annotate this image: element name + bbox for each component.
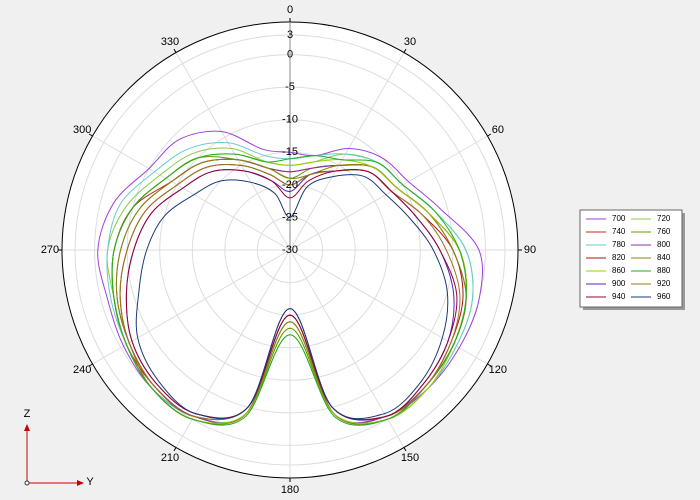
legend-label: 740 [612,227,626,236]
legend-label: 940 [612,292,626,301]
angle-tick [173,447,177,452]
angle-tick-label: 90 [524,244,536,256]
origin [24,480,30,486]
legend-label: 860 [612,266,626,275]
series-line [125,169,458,421]
angle-tick [487,363,492,367]
spoke [289,249,488,365]
legend-label: 780 [612,240,626,249]
legend-label: 900 [612,279,626,288]
r-tick-label: -25 [282,211,298,223]
legend-label: 880 [657,266,671,275]
series-line [111,153,467,426]
legend-label: 760 [657,227,671,236]
axis-indicator: Z Y [24,408,95,488]
legend-label: 960 [657,292,671,301]
spoke [175,52,291,251]
r-tick-label: -15 [282,146,298,158]
series-line [135,174,449,420]
legend-label: 700 [612,214,626,223]
angle-tick [173,48,177,53]
spoke [175,249,291,448]
spoke [92,135,291,251]
legend-label: 820 [612,253,626,262]
angle-tick-label: 300 [73,124,91,136]
legend-label: 720 [657,214,671,223]
angle-tick-label: 30 [404,36,416,48]
legend-label: 920 [657,279,671,288]
angle-tick-label: 210 [161,452,179,464]
r-tick-label: -30 [282,244,298,256]
angle-tick-label: 0 [287,4,293,16]
y-arrow-head [77,480,84,486]
r-tick-label: 3 [287,29,293,41]
z-arrow-head [24,424,30,431]
angle-tick [88,363,93,367]
spoke [289,249,405,448]
angle-tick-label: 150 [401,452,419,464]
spoke [92,249,291,365]
angle-tick-label: 270 [41,244,59,256]
spoke [289,52,405,251]
r-tick-label: -10 [282,114,298,126]
r-tick-label: -20 [282,179,298,191]
z-label: Z [24,408,31,420]
angle-tick [403,447,407,452]
angle-tick [487,133,492,137]
angle-tick-label: 180 [281,484,299,496]
r-tick-label: -5 [285,81,295,93]
angle-tick [403,48,407,53]
angle-tick [88,133,93,137]
angle-tick-label: 120 [489,364,507,376]
y-label: Y [86,476,94,488]
spoke [289,135,488,251]
angle-tick-label: 330 [161,36,179,48]
r-tick-label: 0 [287,48,293,60]
legend-label: 840 [657,253,671,262]
legend: 700 720 740 760 780 800 820 840 860 880 900 920 940 9… [579,209,685,310]
angle-tick-label: 60 [492,124,504,136]
legend-label: 800 [657,240,671,249]
angle-tick-label: 240 [73,364,91,376]
